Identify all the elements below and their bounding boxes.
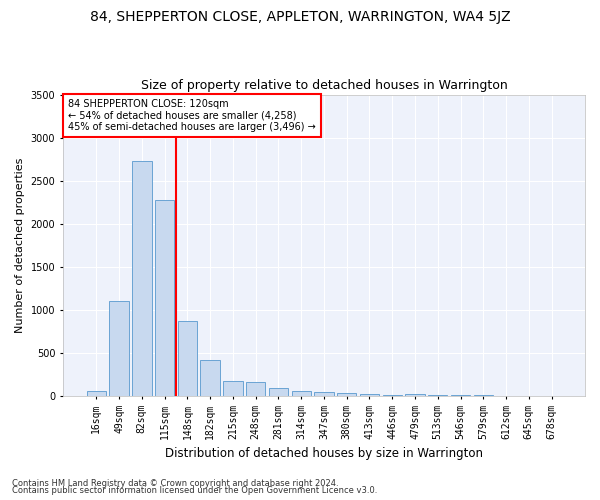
Text: Contains HM Land Registry data © Crown copyright and database right 2024.: Contains HM Land Registry data © Crown c…: [12, 478, 338, 488]
Bar: [178, 321, 197, 396]
Bar: [200, 360, 220, 396]
Bar: [337, 393, 356, 396]
Bar: [155, 200, 175, 396]
Bar: [109, 301, 129, 396]
Text: 84, SHEPPERTON CLOSE, APPLETON, WARRINGTON, WA4 5JZ: 84, SHEPPERTON CLOSE, APPLETON, WARRINGT…: [89, 10, 511, 24]
X-axis label: Distribution of detached houses by size in Warrington: Distribution of detached houses by size …: [165, 447, 483, 460]
Bar: [223, 381, 242, 396]
Y-axis label: Number of detached properties: Number of detached properties: [15, 158, 25, 333]
Title: Size of property relative to detached houses in Warrington: Size of property relative to detached ho…: [140, 79, 508, 92]
Text: Contains public sector information licensed under the Open Government Licence v3: Contains public sector information licen…: [12, 486, 377, 495]
Bar: [383, 395, 402, 396]
Bar: [246, 382, 265, 396]
Text: 84 SHEPPERTON CLOSE: 120sqm
← 54% of detached houses are smaller (4,258)
45% of : 84 SHEPPERTON CLOSE: 120sqm ← 54% of det…: [68, 99, 316, 132]
Bar: [86, 392, 106, 396]
Bar: [314, 392, 334, 396]
Bar: [269, 388, 288, 396]
Bar: [292, 391, 311, 396]
Bar: [360, 394, 379, 396]
Bar: [132, 161, 152, 396]
Bar: [406, 394, 425, 396]
